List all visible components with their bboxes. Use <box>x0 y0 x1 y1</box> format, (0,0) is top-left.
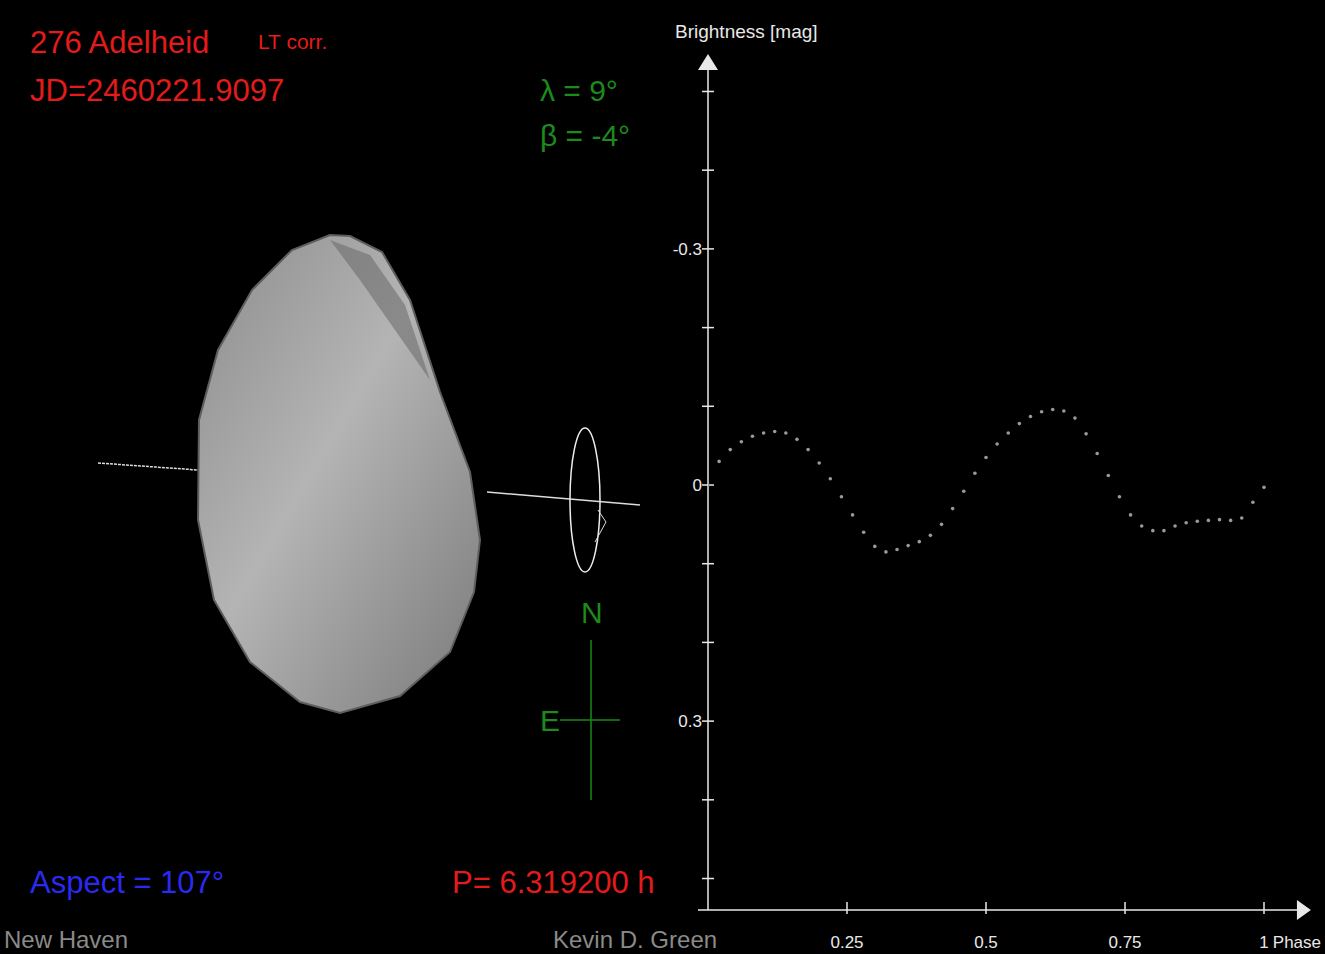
figure: 276 Adelheid LT corr. JD=2460221.9097 λ = 9… <box>0 0 1325 954</box>
x-tick <box>846 902 848 914</box>
lightcurve-point <box>1073 416 1077 420</box>
y-minor-tick <box>702 327 714 329</box>
lightcurve-point <box>1051 408 1055 412</box>
compass-e: E <box>540 704 560 737</box>
y-minor-tick <box>702 878 714 880</box>
y-tick-label: 0.3 <box>678 712 702 731</box>
lightcurve-point <box>884 550 888 554</box>
lightcurve-point <box>1107 474 1111 478</box>
lt-correction: LT corr. <box>258 30 327 53</box>
lightcurve-point <box>1040 410 1044 414</box>
lightcurve-point <box>862 530 866 534</box>
period: P= 6.319200 h <box>452 865 655 900</box>
lightcurve-point <box>873 545 877 549</box>
asteroid-shape <box>198 235 480 713</box>
lightcurve-point <box>717 460 721 464</box>
spin-axis <box>487 492 640 505</box>
axis-mark <box>595 522 606 542</box>
compass <box>560 719 620 721</box>
object-name: 276 Adelheid <box>30 25 209 60</box>
y-minor-tick <box>702 799 714 801</box>
lightcurve-point <box>1240 516 1244 520</box>
lightcurve-point <box>1029 415 1033 419</box>
x-tick <box>1124 902 1126 914</box>
lightcurve-point <box>895 548 899 552</box>
y-minor-tick <box>702 169 714 171</box>
lightcurve-point <box>951 507 955 511</box>
lightcurve-point <box>1140 524 1144 528</box>
lightcurve-point <box>1184 521 1188 525</box>
lightcurve-point <box>929 534 933 538</box>
y-tick-label: -0.3 <box>673 240 702 259</box>
lightcurve-point <box>1018 422 1022 426</box>
lightcurve-point <box>1262 486 1266 490</box>
lightcurve-point <box>1084 432 1088 436</box>
y-axis-arrow <box>698 54 718 70</box>
lightcurve <box>708 408 1266 554</box>
beta: β = -4° <box>540 119 630 152</box>
x-axis-arrow <box>1297 900 1311 920</box>
lightcurve-point <box>940 523 944 527</box>
y-minor-tick <box>702 563 714 565</box>
lightcurve-point <box>708 483 710 487</box>
lightcurve-point <box>906 544 910 548</box>
x-tick-label: 0.5 <box>974 933 998 952</box>
y-tick <box>702 248 714 250</box>
lightcurve-point <box>917 540 921 544</box>
y-minor-tick <box>702 642 714 644</box>
x-tick-label: 0.25 <box>830 933 863 952</box>
lightcurve-point <box>1095 452 1099 456</box>
lightcurve-point <box>1218 518 1222 522</box>
lightcurve-point <box>840 495 844 499</box>
x-axis-title: Phase <box>1273 933 1321 952</box>
lightcurve-point <box>829 477 833 481</box>
lightcurve-point <box>851 513 855 517</box>
lightcurve-point <box>795 438 799 442</box>
lambda: λ = 9° <box>540 74 618 107</box>
x-tick <box>1263 902 1265 914</box>
footer-location: New Haven <box>4 926 128 953</box>
compass-n: N <box>581 596 603 629</box>
lightcurve-point <box>973 471 977 475</box>
x-tick-label: 0.75 <box>1108 933 1141 952</box>
lightcurve-point <box>1062 409 1066 413</box>
lightcurve-point <box>751 434 755 438</box>
lightcurve-point <box>762 431 766 435</box>
y-axis-title: Brightness [mag] <box>675 21 818 42</box>
y-minor-tick <box>702 406 714 408</box>
lightcurve-point <box>1129 513 1133 517</box>
lightcurve-point <box>784 431 788 435</box>
lightcurve-point <box>806 448 810 452</box>
lightcurve-point <box>1229 519 1233 523</box>
lightcurve-point <box>962 489 966 493</box>
lightcurve-point <box>1151 529 1155 533</box>
lightcurve-point <box>995 442 999 446</box>
axis-mark <box>598 510 606 522</box>
lightcurve-point <box>984 456 988 460</box>
x-tick <box>985 902 987 914</box>
x-axis <box>698 909 1303 911</box>
aspect: Aspect = 107° <box>30 865 224 900</box>
lightcurve-point <box>1173 524 1177 528</box>
axis-ellipse <box>570 428 600 572</box>
lightcurve-point <box>817 461 821 465</box>
lightcurve-point <box>740 440 744 444</box>
spin-axis <box>98 463 198 470</box>
y-minor-tick <box>702 91 714 93</box>
lightcurve-point <box>1195 519 1199 523</box>
lightcurve-point <box>773 430 777 434</box>
lightcurve-point <box>1207 519 1211 523</box>
y-tick-label: 0 <box>693 476 702 495</box>
julian-date: JD=2460221.9097 <box>30 73 284 108</box>
y-tick <box>702 720 714 722</box>
background <box>0 0 1325 954</box>
lightcurve-point <box>1118 495 1122 499</box>
footer-author: Kevin D. Green <box>553 926 717 953</box>
lightcurve-point <box>1006 431 1010 435</box>
x-tick-label: 1 <box>1259 933 1268 952</box>
lightcurve-point <box>728 448 732 452</box>
shape-shading <box>330 240 430 380</box>
lightcurve-point <box>1251 501 1255 505</box>
lightcurve-point <box>1162 529 1166 533</box>
